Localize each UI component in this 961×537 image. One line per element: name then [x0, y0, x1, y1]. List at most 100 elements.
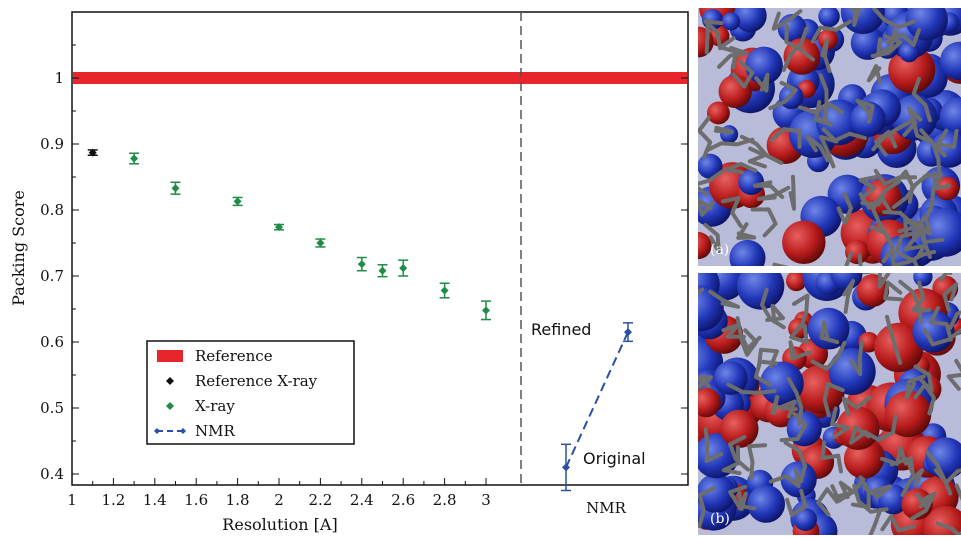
nmr-original-label: Original: [583, 449, 646, 468]
atom-sphere: [738, 169, 765, 196]
bond-stick: [805, 134, 830, 163]
bond-stick: [915, 491, 937, 510]
bond-stick: [752, 180, 785, 199]
x-tick-label: 1.6: [184, 491, 208, 509]
x-tick-label: 2.8: [433, 491, 457, 509]
nmr-refined-label: Refined: [531, 320, 591, 339]
bond-stick: [885, 314, 903, 365]
xray-point: [171, 184, 180, 193]
bond-stick: [893, 169, 915, 204]
atom-sphere: [698, 473, 736, 514]
nmr-axis-label: NMR: [586, 499, 626, 517]
bond-stick: [771, 9, 803, 31]
bond-stick: [703, 427, 724, 464]
atom-sphere: [807, 307, 850, 350]
bond-stick: [922, 171, 943, 191]
bond-stick: [904, 374, 926, 400]
bond-stick: [721, 322, 746, 339]
bond-stick: [841, 395, 872, 416]
bond-stick: [923, 183, 951, 222]
x-tick-label: 2: [274, 491, 284, 509]
nmr-connector: [565, 331, 629, 468]
legend-nmr-swatch-dot: [154, 428, 160, 434]
bond-stick: [731, 59, 755, 89]
bond-stick: [939, 273, 953, 282]
atom-sphere: [858, 331, 880, 353]
bond-stick: [836, 191, 853, 225]
legend-reference-xray-label: Reference X-ray: [195, 372, 318, 390]
bond-stick: [786, 377, 804, 426]
bond-stick: [946, 358, 961, 391]
bond-stick: [698, 486, 716, 529]
bond-stick: [757, 347, 779, 369]
x-tick-label: 2.2: [308, 491, 332, 509]
bond-stick: [737, 491, 748, 512]
bond-stick: [791, 293, 810, 329]
x-tick-label: 1.2: [101, 491, 125, 509]
bond-stick: [830, 406, 850, 439]
bond-stick: [844, 251, 863, 266]
bond-stick: [819, 134, 839, 169]
bond-stick: [728, 435, 750, 472]
atom-sphere: [793, 507, 817, 532]
bond-stick: [698, 169, 724, 197]
plot-area: 1 1.2 1.4 1.6 1.8 2 2.2 2.4 2.6 2.8 3 0.4 0.5 0.6 0.7 0…: [9, 11, 689, 534]
atom-sphere: [925, 437, 961, 480]
bond-stick: [882, 210, 915, 226]
bond-stick: [870, 34, 903, 58]
bond-stick: [847, 8, 861, 27]
y-tick-label: 0.7: [40, 267, 64, 285]
bond-stick: [849, 340, 864, 376]
bond-stick: [954, 483, 961, 501]
reference-band: [73, 72, 687, 84]
x-tick-label: 2.6: [391, 491, 415, 509]
bond-stick: [698, 197, 715, 217]
y-axis-title: Packing Score: [9, 190, 28, 306]
bond-stick: [849, 425, 871, 445]
y-tick-label: 0.4: [40, 465, 64, 483]
xray-point: [233, 197, 242, 206]
bond-stick: [818, 73, 829, 124]
bond-stick: [923, 328, 961, 347]
bond-stick: [820, 38, 832, 74]
atom-sphere: [884, 390, 932, 438]
bond-stick: [903, 226, 932, 252]
atom-sphere: [818, 8, 840, 28]
atom-sphere: [721, 12, 741, 31]
bond-stick: [889, 456, 915, 476]
structure-panel-a: (a): [698, 8, 961, 266]
bond-stick: [935, 521, 961, 535]
legend-reference-swatch: [157, 350, 183, 362]
bond-stick: [747, 443, 768, 480]
bond-stick: [721, 445, 742, 476]
bond-stick: [902, 106, 923, 137]
bond-stick: [718, 36, 738, 70]
y-tick-label: 0.9: [40, 135, 64, 153]
bond-stick: [703, 222, 721, 254]
panel-label: (b): [710, 511, 730, 527]
bond-stick: [713, 125, 734, 134]
bond-stick: [708, 289, 741, 309]
bond-stick: [936, 128, 959, 149]
atom-sphere: [899, 42, 920, 63]
bond-stick: [858, 174, 879, 200]
x-tick-label: 2.4: [350, 491, 374, 509]
bond-stick: [779, 411, 808, 443]
structure-render: [698, 273, 961, 535]
y-tick-label: 0.6: [40, 333, 64, 351]
bond-stick: [788, 174, 796, 211]
atom-sphere: [874, 322, 924, 373]
panel-label: (a): [710, 242, 729, 258]
bond-stick: [768, 80, 798, 111]
bond-stick: [797, 101, 844, 115]
bond-stick: [781, 26, 809, 72]
bond-stick: [898, 279, 923, 325]
bond-stick: [736, 222, 757, 240]
legend-nmr-label: NMR: [195, 422, 235, 440]
x-axis-title: Resolution [A]: [222, 515, 337, 534]
bond-stick: [777, 399, 798, 419]
atom-sphere: [913, 273, 933, 287]
bond-stick: [890, 247, 926, 266]
atom-sphere: [698, 387, 721, 418]
atom-sphere: [921, 208, 961, 257]
